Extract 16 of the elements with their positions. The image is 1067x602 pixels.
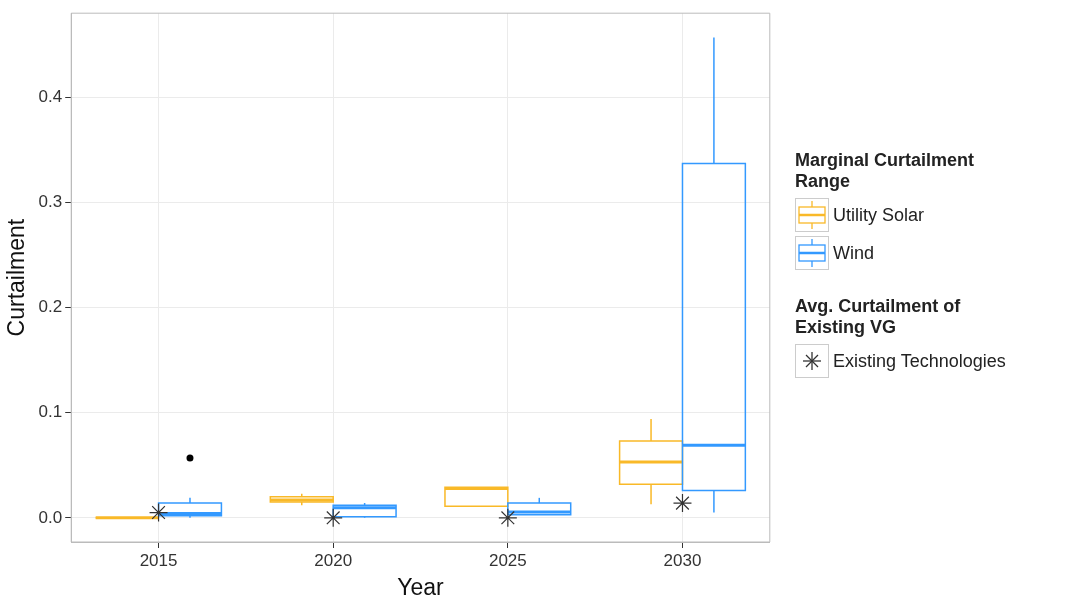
y-tick-label: 0.0	[38, 507, 63, 527]
x-tick-label: 2020	[314, 550, 353, 570]
y-tick-label: 0.3	[38, 192, 63, 212]
x-tick-label: 2015	[139, 550, 178, 570]
legend-title: Marginal Curtailment Range	[795, 150, 976, 192]
y-axis-title: Curtailment	[3, 218, 30, 337]
y-tick-label: 0.4	[38, 86, 63, 106]
y-tick-label: 0.2	[38, 297, 63, 317]
x-tick-label: 2025	[488, 550, 527, 570]
legend-label: Utility Solar	[833, 204, 925, 226]
y-tick-label: 0.1	[38, 402, 63, 422]
x-tick-label: 2030	[663, 550, 702, 570]
x-axis-title: Year	[397, 573, 445, 600]
legend-label: Wind	[833, 242, 875, 264]
text: Avg. Curtailment of Existing VG	[795, 296, 962, 338]
legend-label: Existing Technologies	[833, 350, 1006, 372]
